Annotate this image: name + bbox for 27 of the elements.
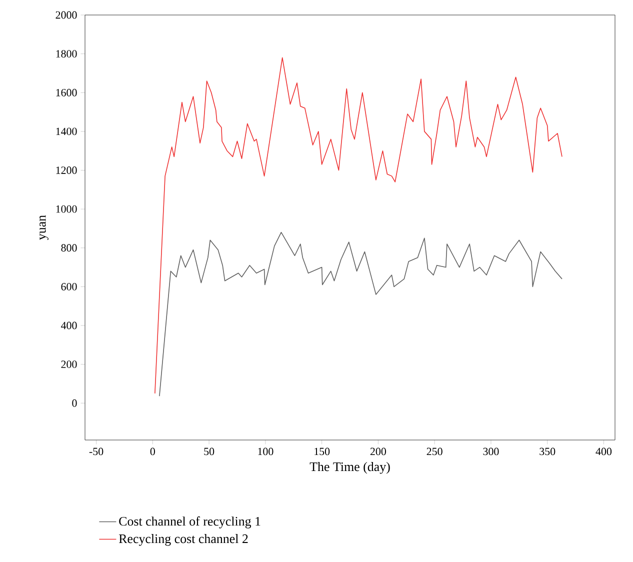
y-tick-label: 1400 — [56, 128, 77, 136]
x-tick-label: 150 — [314, 448, 330, 456]
x-tick-label: 200 — [370, 448, 386, 456]
y-tick-label: 1800 — [56, 50, 77, 58]
x-axis-title: The Time (day) — [310, 462, 390, 474]
x-tick-label: 300 — [483, 448, 499, 456]
line-series — [159, 232, 562, 397]
x-tick-label: 400 — [596, 448, 612, 456]
legend-label: Cost channel of recycling 1 — [119, 516, 260, 528]
y-tick-label: 600 — [61, 283, 77, 290]
y-axis-title: yuan — [40, 215, 48, 240]
y-tick-label: 800 — [61, 244, 77, 252]
legend-label: Recycling cost channel 2 — [118, 534, 248, 546]
y-tick-label: 400 — [61, 322, 77, 330]
x-tick-label: 50 — [204, 448, 214, 456]
y-tick-label: 1600 — [56, 88, 77, 96]
x-tick-label: 100 — [258, 448, 274, 456]
x-tick-label: 350 — [540, 448, 556, 456]
y-tick-label: 2000 — [56, 11, 77, 19]
y-tick-label: 200 — [61, 360, 77, 368]
y-tick-label: 1200 — [56, 166, 77, 174]
y-tick-label: 1000 — [56, 205, 77, 213]
x-tick-label: -50 — [89, 448, 104, 456]
y-tick-label: 0 — [72, 399, 77, 407]
line-series — [154, 57, 562, 394]
x-tick-label: 250 — [426, 448, 442, 456]
x-tick-label: 0 — [150, 448, 155, 456]
